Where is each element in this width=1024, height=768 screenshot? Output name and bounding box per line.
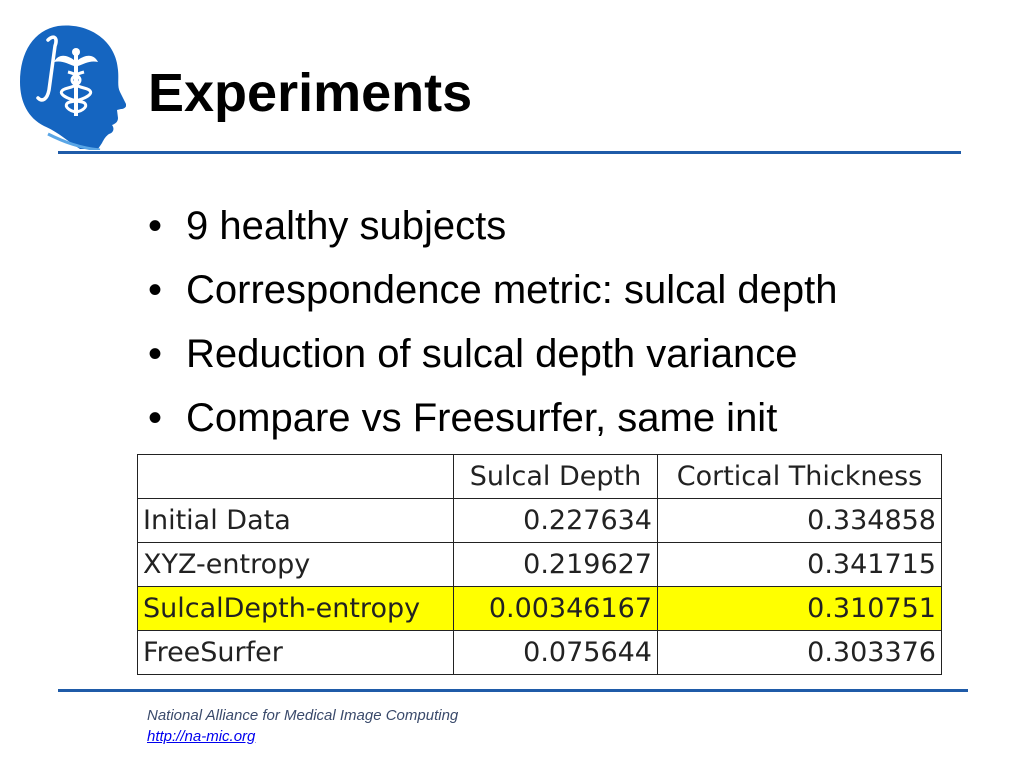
na-mic-logo-icon — [20, 25, 126, 150]
cortical-thickness-cell: 0.303376 — [657, 630, 942, 675]
results-table: Sulcal Depth Cortical Thickness Initial … — [137, 454, 942, 675]
row-label: XYZ-entropy — [137, 542, 454, 587]
row-label: SulcalDepth-entropy — [137, 586, 454, 631]
bullet-item: • Correspondence metric: sulcal depth — [148, 258, 837, 322]
bullet-glyph: • — [148, 268, 163, 312]
sulcal-depth-cell: 0.075644 — [453, 630, 658, 675]
footer-organization: National Alliance for Medical Image Comp… — [147, 707, 459, 724]
sulcal-depth-cell: 0.219627 — [453, 542, 658, 587]
footer-website-link[interactable]: http://na-mic.org — [147, 728, 256, 745]
table-row: Initial Data 0.227634 0.334858 — [137, 498, 942, 543]
table-header-row: Sulcal Depth Cortical Thickness — [137, 454, 942, 499]
slide-title: Experiments — [148, 63, 473, 123]
row-label: FreeSurfer — [137, 630, 454, 675]
table-row: FreeSurfer 0.075644 0.303376 — [137, 630, 942, 675]
bullet-item: • Reduction of sulcal depth variance — [148, 322, 837, 386]
bullet-glyph: • — [148, 204, 163, 248]
bullet-item: • Compare vs Freesurfer, same init — [148, 386, 837, 450]
bullet-text: 9 healthy subjects — [186, 204, 507, 248]
title-divider — [58, 151, 961, 154]
footer-divider — [58, 689, 968, 692]
bullet-list: • 9 healthy subjects • Correspondence me… — [148, 194, 837, 450]
cortical-thickness-cell: 0.334858 — [657, 498, 942, 543]
table-header-blank — [137, 454, 454, 499]
sulcal-depth-cell: 0.227634 — [453, 498, 658, 543]
bullet-text: Compare vs Freesurfer, same init — [186, 396, 778, 440]
table-header-sulcal-depth: Sulcal Depth — [453, 454, 658, 499]
row-label: Initial Data — [137, 498, 454, 543]
bullet-glyph: • — [148, 396, 163, 440]
cortical-thickness-cell: 0.310751 — [657, 586, 942, 631]
table-row: XYZ-entropy 0.219627 0.341715 — [137, 542, 942, 587]
bullet-text: Reduction of sulcal depth variance — [186, 332, 798, 376]
bullet-text: Correspondence metric: sulcal depth — [186, 268, 838, 312]
bullet-item: • 9 healthy subjects — [148, 194, 837, 258]
bullet-glyph: • — [148, 332, 163, 376]
table-header-cortical-thickness: Cortical Thickness — [657, 454, 942, 499]
cortical-thickness-cell: 0.341715 — [657, 542, 942, 587]
sulcal-depth-cell: 0.00346167 — [453, 586, 658, 631]
table-row-highlighted: SulcalDepth-entropy 0.00346167 0.310751 — [137, 586, 942, 631]
